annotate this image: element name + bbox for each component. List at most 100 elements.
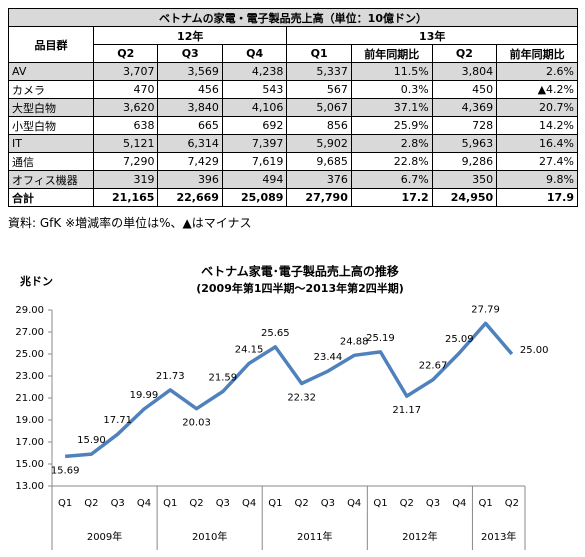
cell: 27,790 (286, 188, 352, 207)
x-tick-label: Q4 (347, 498, 361, 509)
column-header: Q3 (157, 44, 223, 63)
cell: 9.8% (496, 170, 578, 189)
chart-title: ベトナム家電･電子製品売上高の推移 (201, 264, 399, 279)
y-axis-label: 兆ドン (20, 274, 53, 288)
cell: 3,840 (157, 98, 223, 117)
table-row: IT 5,121 6,314 7,397 5,902 2.8% 5,963 16.4% (8, 134, 578, 153)
cell: 0.3% (350, 80, 433, 99)
cell: 7,619 (221, 152, 288, 171)
cell: 2.8% (350, 134, 433, 153)
x-group-label: 2012年 (402, 530, 437, 543)
cell: 22.8% (350, 152, 433, 171)
cell: 20.7% (496, 98, 578, 117)
cell: 17.9 (496, 188, 578, 207)
cell: 7,397 (221, 134, 288, 153)
cell: 11.5% (350, 62, 433, 81)
cell: 9,286 (431, 152, 498, 171)
cell: 5,337 (286, 62, 352, 81)
cell: 21,165 (92, 188, 159, 207)
data-label: 21.59 (208, 373, 237, 384)
table-row: 通信 7,290 7,429 7,619 9,685 22.8% 9,286 27.4% (8, 152, 578, 171)
cell: 9,685 (286, 152, 352, 171)
x-tick-label: Q3 (426, 498, 440, 509)
x-tick-label: Q3 (111, 498, 125, 509)
cell: 6,314 (157, 134, 223, 153)
table-row: オフィス機器 319 396 494 376 6.7% 350 9.8% (8, 170, 578, 189)
x-tick-label: Q2 (400, 498, 414, 509)
data-label: 19.99 (130, 390, 159, 401)
line-series (64, 321, 514, 459)
cell: 2.6% (496, 62, 578, 81)
x-tick-label: Q1 (478, 498, 492, 509)
data-label: 25.00 (520, 345, 549, 356)
data-label: 21.17 (392, 405, 421, 416)
cell: 4,369 (431, 98, 498, 117)
column-header: Q1 (286, 44, 352, 63)
row-label: 小型白物 (8, 116, 94, 135)
data-label: 17.71 (103, 415, 132, 426)
data-label: 23.44 (314, 352, 343, 363)
y-tick-label: 29.00 (15, 305, 44, 316)
x-tick-label: Q1 (58, 498, 72, 509)
x-group-label: 2013年 (481, 530, 516, 543)
column-header: 前年同期比 (350, 44, 433, 63)
cell: 16.4% (496, 134, 578, 153)
cell: 22,669 (157, 188, 223, 207)
cell: 319 (92, 170, 159, 189)
x-group-label: 2011年 (297, 530, 332, 543)
data-label: 15.69 (51, 465, 80, 476)
cell: 25.9% (350, 116, 433, 135)
column-header: Q2 (92, 44, 159, 63)
cell: 450 (431, 80, 498, 99)
y-tick-label: 25.00 (15, 349, 44, 360)
cell: 396 (157, 170, 223, 189)
x-group-label: 2010年 (192, 530, 227, 543)
data-label: 21.73 (156, 371, 185, 382)
cell: 376 (286, 170, 352, 189)
data-label: 20.03 (182, 418, 211, 429)
cell: 543 (221, 80, 288, 99)
data-label: 22.32 (287, 392, 316, 403)
data-label: 27.79 (471, 304, 500, 315)
cell: 4,238 (221, 62, 288, 81)
x-tick-label: Q4 (242, 498, 256, 509)
data-label: 15.90 (77, 435, 106, 446)
cell: 494 (221, 170, 288, 189)
cell: 5,067 (286, 98, 352, 117)
table-row: 大型白物 3,620 3,840 4,106 5,067 37.1% 4,369 20.7% (8, 98, 578, 117)
cell: 14.2% (496, 116, 578, 135)
cell: 37.1% (350, 98, 433, 117)
row-label: 大型白物 (8, 98, 94, 117)
column-header: Q2 (431, 44, 498, 63)
row-label: IT (8, 134, 94, 153)
table-row: AV 3,707 3,569 4,238 5,337 11.5% 3,804 2.6% (8, 62, 578, 81)
x-tick-label: Q1 (268, 498, 282, 509)
row-label: カメラ (8, 80, 94, 99)
cell: 567 (286, 80, 352, 99)
x-tick-label: Q1 (373, 498, 387, 509)
cell: 17.2 (350, 188, 433, 207)
cell: 7,290 (92, 152, 159, 171)
cell: ▲4.2% (496, 80, 578, 99)
x-tick-label: Q3 (216, 498, 230, 509)
row-label: オフィス機器 (8, 170, 94, 189)
table-title: ベトナムの家電・電子製品売上高（単位：10億ドン） (8, 8, 578, 27)
year-header: 13年 (286, 26, 578, 45)
data-label: 25.65 (261, 328, 290, 339)
column-header: Q4 (221, 44, 288, 63)
data-label: 24.15 (235, 344, 264, 355)
year-header: 12年 (92, 26, 288, 45)
data-label: 25.09 (445, 334, 474, 345)
x-tick-label: Q2 (84, 498, 98, 509)
table-row: 小型白物 638 665 692 856 25.9% 728 14.2% (8, 116, 578, 135)
data-label: 24.88 (340, 336, 369, 347)
cell: 350 (431, 170, 498, 189)
y-tick-label: 17.00 (15, 437, 44, 448)
y-tick-label: 13.00 (15, 481, 44, 492)
cell: 692 (221, 116, 288, 135)
cell: 7,429 (157, 152, 223, 171)
cell: 856 (286, 116, 352, 135)
x-tick-label: Q3 (321, 498, 335, 509)
cell: 3,707 (92, 62, 159, 81)
